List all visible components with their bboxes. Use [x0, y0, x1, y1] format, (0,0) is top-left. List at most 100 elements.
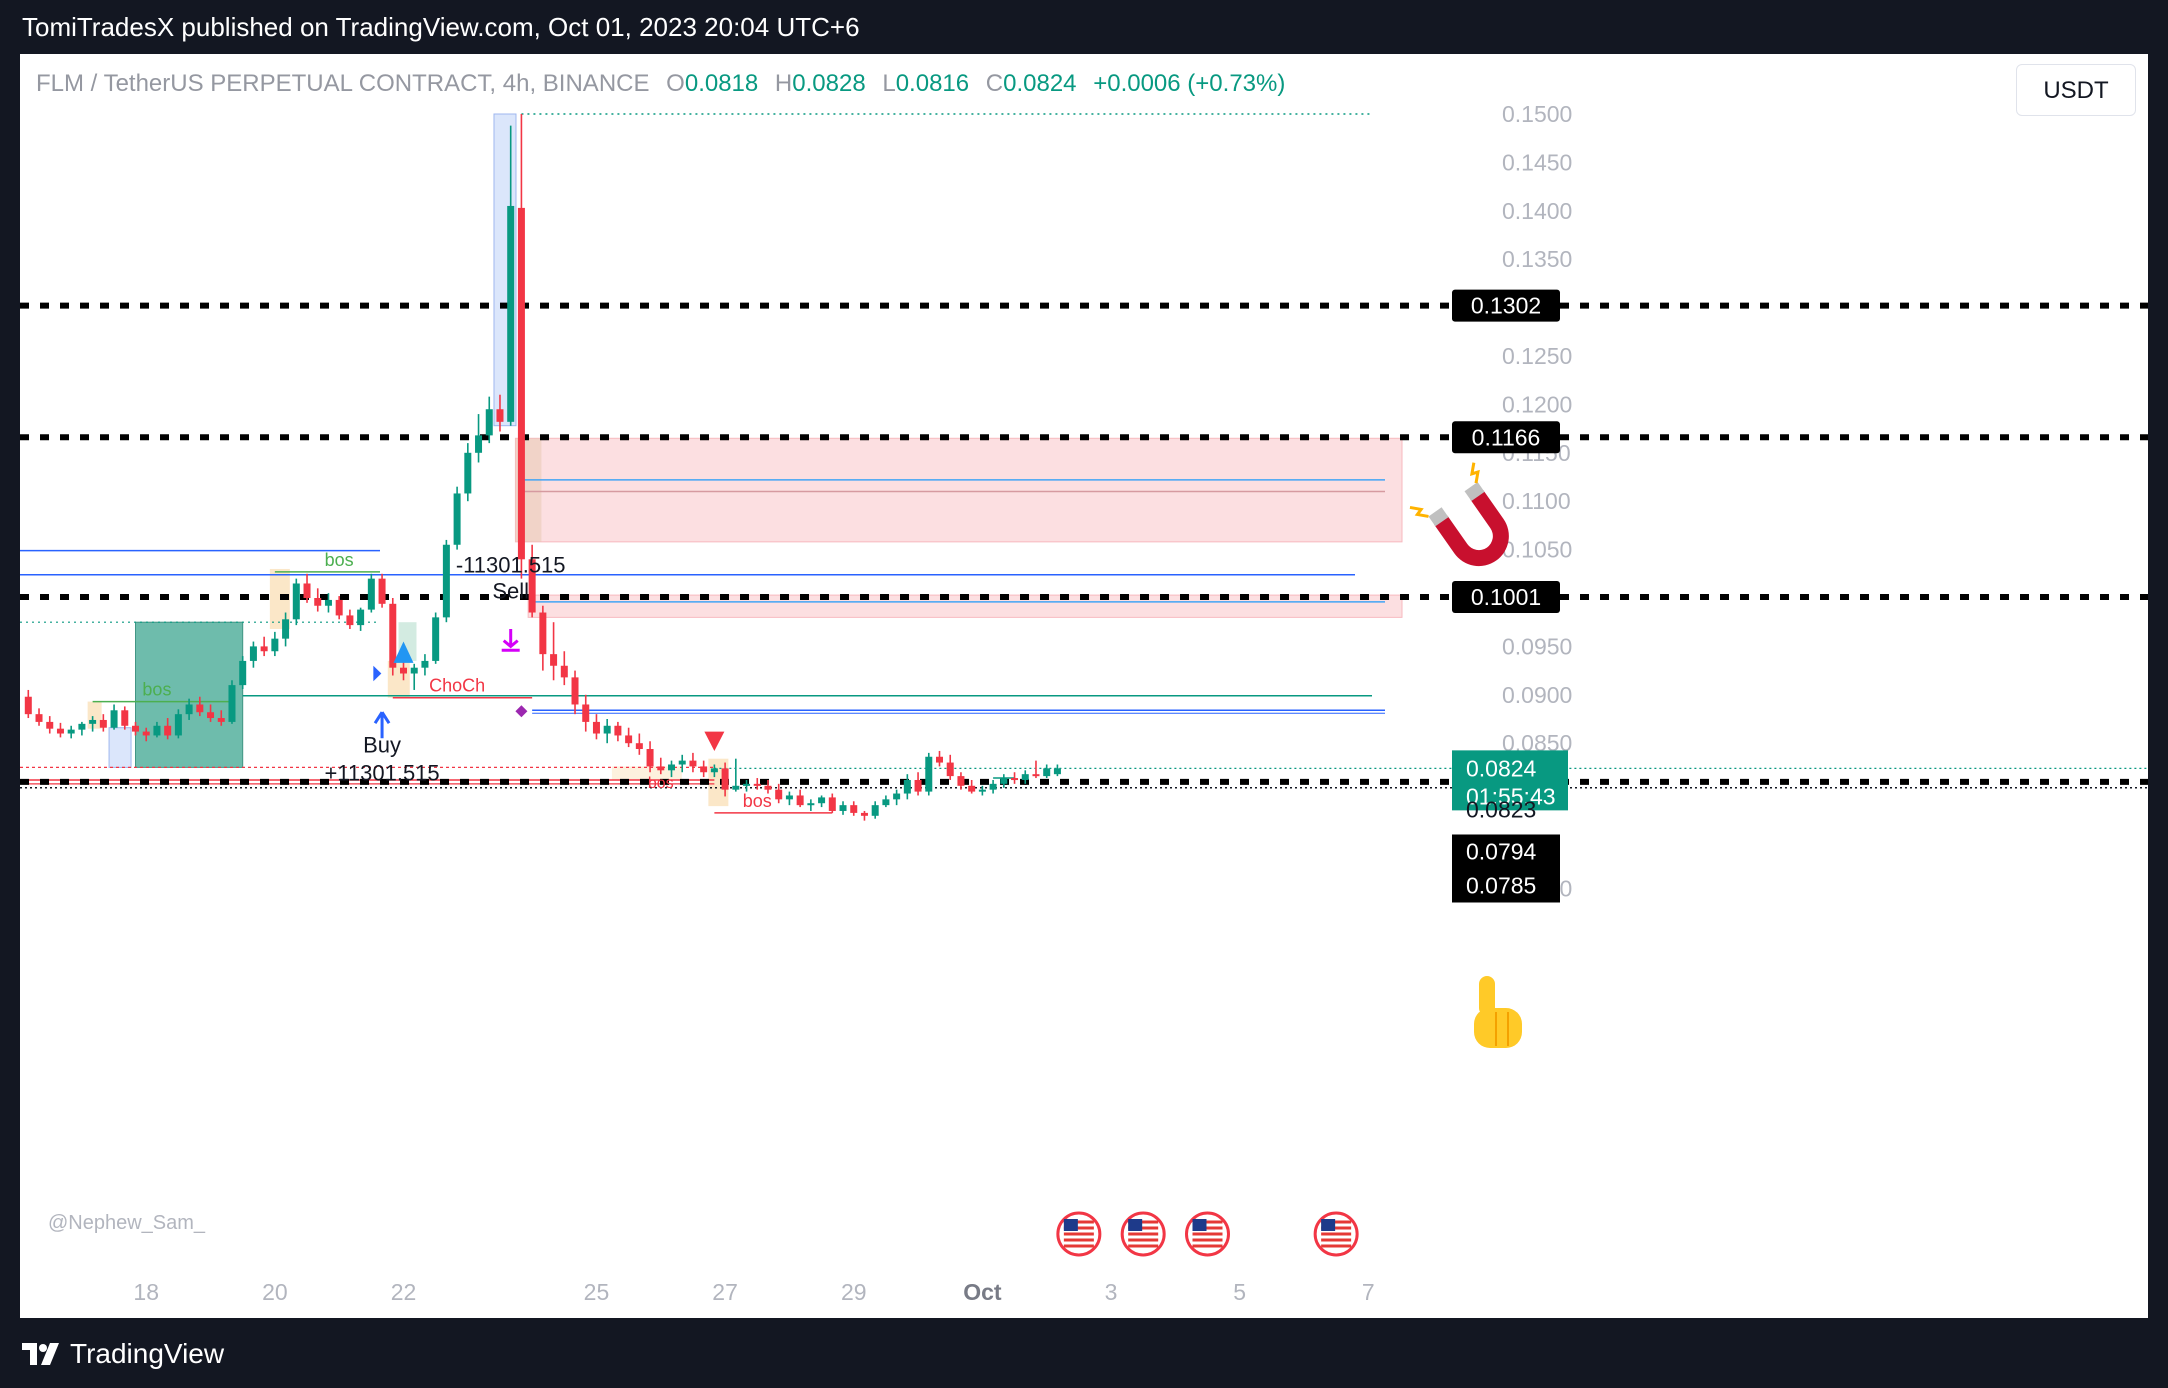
candle[interactable] — [442, 539, 450, 623]
candle[interactable] — [957, 772, 965, 790]
candle[interactable] — [282, 612, 290, 647]
candle[interactable] — [807, 799, 815, 811]
candle[interactable] — [753, 778, 761, 790]
candle[interactable] — [174, 709, 182, 739]
candle[interactable] — [346, 609, 354, 629]
candle[interactable] — [239, 656, 247, 689]
candle[interactable] — [550, 622, 558, 681]
candle[interactable] — [528, 544, 536, 618]
candle[interactable] — [668, 760, 675, 778]
candle[interactable] — [400, 660, 407, 681]
candle[interactable] — [464, 443, 472, 502]
candle[interactable] — [389, 598, 397, 676]
candle[interactable] — [968, 779, 976, 794]
tradingview-logo[interactable]: TradingView — [22, 1338, 224, 1370]
candle[interactable] — [946, 754, 954, 780]
candle[interactable] — [292, 578, 300, 626]
candle[interactable] — [507, 125, 515, 426]
candle[interactable] — [67, 725, 75, 739]
candle[interactable] — [1000, 774, 1008, 788]
candle[interactable] — [260, 636, 268, 657]
candle[interactable] — [185, 698, 193, 720]
candle[interactable] — [732, 758, 740, 792]
candle[interactable] — [914, 772, 922, 796]
candle[interactable] — [314, 588, 322, 612]
candle[interactable] — [24, 689, 32, 719]
candle[interactable] — [217, 710, 225, 726]
us-event-flag-icon[interactable] — [1120, 1211, 1166, 1257]
candle[interactable] — [485, 396, 493, 444]
candle[interactable] — [196, 696, 204, 717]
candle[interactable] — [1053, 764, 1061, 777]
candle[interactable] — [153, 721, 161, 738]
candle[interactable] — [324, 593, 332, 613]
chart-frame[interactable]: bos bos ChoCh bos bos Buy +11301.515 -11301.515… — [20, 54, 2148, 1318]
candle[interactable] — [1011, 772, 1019, 784]
candle[interactable] — [78, 721, 86, 736]
candle[interactable] — [142, 727, 150, 742]
candle[interactable] — [35, 708, 43, 726]
candle[interactable] — [1021, 770, 1029, 784]
candle[interactable] — [378, 573, 386, 608]
candle[interactable] — [764, 779, 772, 794]
candle[interactable] — [517, 114, 525, 579]
candle[interactable] — [164, 718, 172, 740]
candle[interactable] — [989, 779, 997, 794]
candle[interactable] — [710, 764, 718, 778]
candle[interactable] — [743, 779, 751, 792]
candle[interactable] — [228, 680, 236, 724]
candle[interactable] — [646, 741, 654, 773]
candle[interactable] — [89, 716, 97, 732]
candle[interactable] — [132, 721, 139, 736]
candle[interactable] — [560, 651, 568, 686]
candle[interactable] — [860, 810, 868, 821]
candle[interactable] — [46, 716, 54, 734]
candle[interactable] — [882, 795, 890, 808]
candle[interactable] — [496, 394, 504, 432]
candle[interactable] — [603, 719, 611, 744]
candle[interactable] — [775, 783, 783, 804]
candle[interactable] — [625, 727, 633, 748]
currency-button[interactable]: USDT — [2016, 64, 2136, 116]
candle[interactable] — [839, 801, 847, 815]
candle[interactable] — [871, 801, 879, 819]
candle[interactable] — [271, 631, 279, 657]
candle[interactable] — [1032, 760, 1040, 779]
us-event-flag-icon[interactable] — [1313, 1211, 1359, 1257]
candle[interactable] — [335, 596, 343, 620]
candle[interactable] — [689, 752, 697, 773]
candle[interactable] — [1043, 764, 1051, 779]
candle[interactable] — [893, 789, 901, 806]
candle[interactable] — [592, 714, 600, 740]
candle[interactable] — [110, 704, 118, 730]
us-event-flag-icon[interactable] — [1056, 1211, 1102, 1257]
candle[interactable] — [571, 670, 579, 715]
candle[interactable] — [785, 791, 793, 806]
candle[interactable] — [303, 573, 311, 603]
candle[interactable] — [936, 750, 943, 767]
candle[interactable] — [925, 752, 933, 796]
candle[interactable] — [700, 760, 708, 778]
candle[interactable] — [657, 757, 665, 775]
candle[interactable] — [249, 641, 257, 668]
candle[interactable] — [903, 774, 911, 800]
candle[interactable] — [421, 654, 429, 676]
candle[interactable] — [850, 801, 858, 816]
candle[interactable] — [635, 733, 643, 755]
candle[interactable] — [207, 704, 215, 722]
candle[interactable] — [475, 414, 483, 463]
candle[interactable] — [410, 663, 418, 690]
candle[interactable] — [614, 721, 622, 742]
candle[interactable] — [99, 714, 107, 732]
candle[interactable] — [721, 762, 729, 797]
candle[interactable] — [678, 754, 686, 773]
candle[interactable] — [582, 694, 590, 732]
candle[interactable] — [453, 486, 461, 550]
candle[interactable] — [539, 605, 547, 671]
candle[interactable] — [828, 793, 836, 813]
candle[interactable] — [56, 722, 64, 738]
us-event-flag-icon[interactable] — [1185, 1211, 1230, 1257]
candle[interactable] — [121, 706, 129, 730]
candle[interactable] — [367, 573, 375, 613]
